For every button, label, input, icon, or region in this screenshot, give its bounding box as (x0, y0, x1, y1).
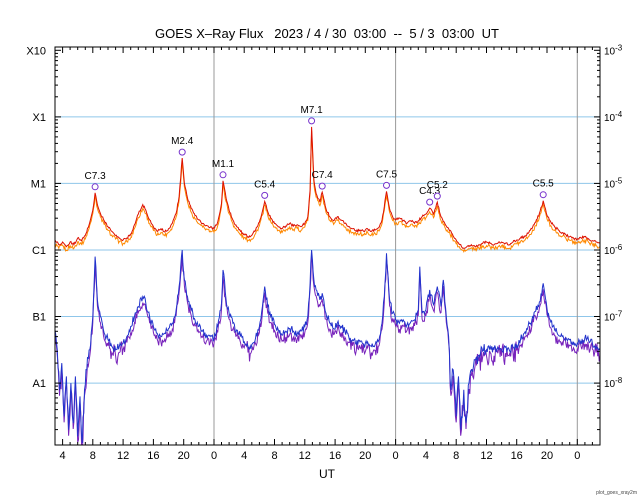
y-axis-left-label: X10 (26, 45, 46, 57)
x-tick-label: 20 (359, 450, 371, 462)
x-tick-label: 20 (178, 450, 190, 462)
chart-title: GOES X–Ray Flux 2023 / 4 / 30 03:00 -- 5… (155, 26, 499, 41)
x-tick-label: 20 (541, 450, 553, 462)
x-tick-label: 0 (393, 450, 399, 462)
series-group (55, 126, 600, 445)
flare-marker (178, 148, 186, 156)
flare-label: C4.3 (419, 186, 441, 197)
x-tick-label: 8 (271, 450, 277, 462)
y-axis-right-label: 10-6 (604, 243, 623, 257)
y-axis-left-label: C1 (32, 245, 46, 257)
flare-label: M7.1 (300, 105, 323, 116)
x-tick-label: 4 (241, 450, 247, 462)
x-tick-label: 8 (453, 450, 459, 462)
flare-marker (261, 191, 269, 199)
x-tick-label: 4 (60, 450, 66, 462)
plot-area: 4 8 12 16 20 0 4 8 12 16 20 0 4 8 12 16 20 0 X10 X1 M1 C1 B1 A1… (26, 43, 622, 462)
y-axis-right-label: 10-5 (604, 176, 623, 190)
y-axis-left-label: A1 (33, 378, 46, 390)
flare-label: C7.5 (376, 169, 398, 180)
flare-marker (433, 192, 441, 200)
y-axis-right-label: 10-3 (604, 43, 623, 57)
x-tick-label: 4 (423, 450, 429, 462)
flare-label: M2.4 (171, 136, 194, 147)
y-axis-right-label: 10-8 (604, 376, 623, 390)
flare-marker (219, 171, 227, 179)
flare-label: C5.4 (254, 179, 276, 190)
x-tick-label: 12 (117, 450, 129, 462)
flare-label: M1.1 (212, 159, 235, 170)
series-xray-short-primary (55, 249, 600, 444)
flare-label: C5.2 (427, 180, 449, 191)
plot-watermark: plot_goes_xray2m (596, 490, 637, 496)
series-xray-short-secondary (55, 255, 600, 445)
flare-marker (539, 191, 547, 199)
x-tick-label: 0 (211, 450, 217, 462)
y-axis-right-label: 10-4 (604, 110, 623, 124)
x-tick-label: 16 (147, 450, 159, 462)
x-axis-label: UT (319, 467, 336, 481)
y-axis-left-label: B1 (33, 312, 46, 324)
y-axis-left-label: X1 (33, 112, 46, 124)
y-axis-right-label: 10-7 (604, 310, 623, 324)
flare-marker (383, 181, 390, 189)
flare-marker (308, 117, 316, 125)
series-xray-long-primary (55, 126, 600, 250)
flare-marker (318, 182, 326, 190)
series-xray-long-secondary (55, 130, 600, 254)
x-tick-label: 16 (511, 450, 523, 462)
flare-marker (426, 198, 434, 206)
flare-label: C7.3 (85, 171, 107, 182)
x-tick-label: 8 (90, 450, 96, 462)
x-tick-label: 0 (574, 450, 580, 462)
x-tick-label: 16 (329, 450, 341, 462)
flare-marker (91, 183, 99, 191)
x-tick-label: 12 (480, 450, 492, 462)
x-tick-label: 12 (299, 450, 311, 462)
y-axis-left-label: M1 (31, 178, 46, 190)
flare-label: C7.4 (312, 170, 334, 181)
flare-label: C5.5 (533, 179, 555, 190)
